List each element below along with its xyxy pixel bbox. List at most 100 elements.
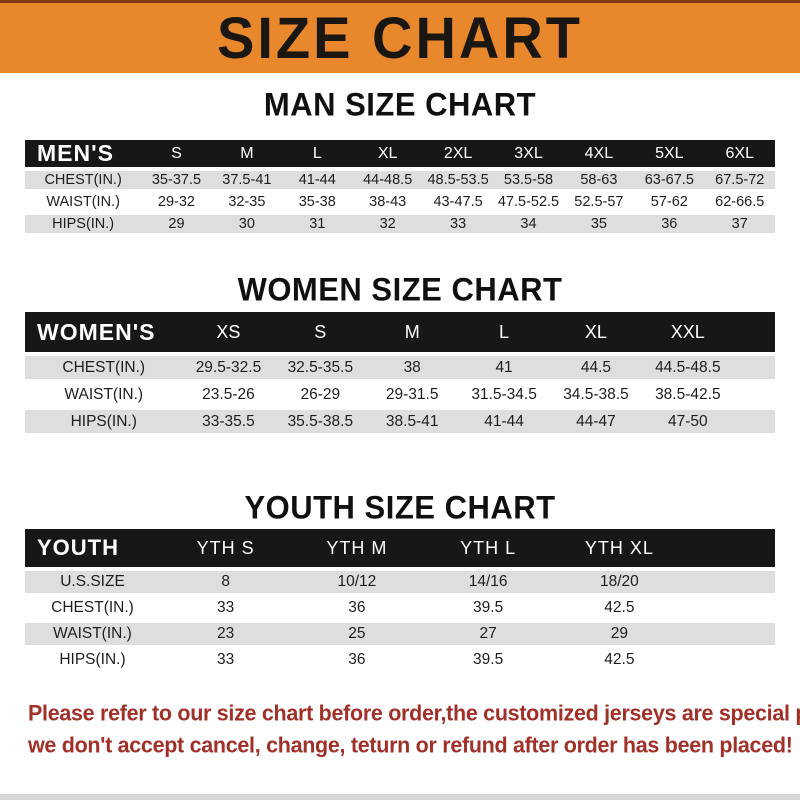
column-header: 6XL (704, 140, 775, 169)
size-value: 38.5-42.5 (655, 385, 721, 403)
size-value: 29-31.5 (385, 385, 439, 403)
table-row: CHEST(IN.) 33 36 39.5 42.5 (25, 595, 775, 621)
size-value: 29.5-32.5 (182, 354, 275, 381)
column-header: M (211, 140, 283, 169)
row-spacer (685, 647, 775, 673)
size-value: 10/12 (291, 569, 423, 595)
size-value: 58-63 (563, 169, 635, 191)
size-value: 31 (282, 213, 353, 235)
row-spacer (733, 408, 775, 435)
size-value: 41-44 (282, 169, 353, 191)
column-header: XL (352, 140, 423, 169)
row-spacer (734, 381, 775, 408)
column-header: XL (550, 312, 642, 354)
row-label: CHEST(IN.) (25, 354, 183, 381)
size-value: 27 (422, 621, 554, 647)
size-value: 41 (458, 354, 550, 381)
size-value: 29-32 (157, 194, 195, 210)
size-value: 33-35.5 (182, 408, 275, 435)
column-header: S (274, 312, 367, 354)
disclaimer-note: Please refer to our size chart before or… (0, 697, 800, 761)
men-section-heading: MAN SIZE CHART (263, 86, 537, 123)
size-value: 44.5 (550, 354, 642, 381)
size-value: 34 (493, 213, 564, 235)
row-label: CHEST(IN.) (51, 599, 134, 616)
size-value: 53.5-58 (493, 169, 564, 191)
size-value: 37 (704, 213, 775, 235)
banner-title: SIZE CHART (217, 4, 583, 71)
size-value: 62-66.5 (715, 194, 765, 210)
size-value: 23 (160, 621, 292, 647)
size-value: 38 (366, 354, 459, 381)
women-section-heading: WOMEN SIZE CHART (237, 271, 563, 308)
column-header: YTH M (291, 529, 423, 569)
youth-size-table: YOUTH YTH S YTH M YTH L YTH XL U.S.SIZE 8 10/12… (25, 529, 775, 675)
table-row: WAIST(IN.) 23 25 27 29 (25, 621, 775, 647)
size-value: 18/20 (553, 569, 685, 595)
row-label: HIPS(IN.) (25, 408, 183, 435)
size-value: 42.5 (604, 651, 635, 668)
size-value: 33 (217, 651, 235, 668)
table-row: HIPS(IN.) 33 36 39.5 42.5 (25, 647, 775, 673)
size-value: 30 (211, 213, 283, 235)
column-header: L (458, 312, 550, 354)
table-row: U.S.SIZE 8 10/12 14/16 18/20 (25, 569, 775, 595)
size-value: 29 (141, 213, 212, 235)
row-label: HIPS(IN.) (59, 651, 126, 668)
table-row: HIPS(IN.) 29 30 31 32 33 34 35 36 37 (25, 213, 775, 235)
header-spacer (685, 529, 775, 569)
table-header-row: MEN'S S M L XL 2XL 3XL 4XL 5XL 6XL (25, 140, 775, 169)
size-value: 39.5 (473, 599, 504, 616)
size-value: 39.5 (473, 651, 504, 668)
size-value: 63-67.5 (634, 169, 705, 191)
row-label: CHEST(IN.) (25, 169, 142, 191)
table-header-row: YOUTH YTH S YTH M YTH L YTH XL (25, 529, 775, 569)
size-value: 42.5 (604, 599, 635, 616)
size-value: 38-43 (369, 194, 407, 210)
size-value: 52.5-57 (574, 194, 624, 210)
size-value: 35-37.5 (141, 169, 212, 191)
row-label: WAIST(IN.) (46, 194, 120, 210)
size-value: 34.5-38.5 (563, 385, 629, 403)
size-value: 44.5-48.5 (641, 354, 734, 381)
size-value: 35 (563, 213, 635, 235)
row-label: WAIST(IN.) (64, 385, 144, 403)
column-header: 3XL (493, 140, 564, 169)
size-value: 48.5-53.5 (422, 169, 494, 191)
youth-section-heading: YOUTH SIZE CHART (244, 489, 556, 526)
column-header: L (282, 140, 353, 169)
size-value: 36 (348, 599, 366, 616)
column-header: YTH XL (553, 529, 685, 569)
size-value: 32.5-35.5 (274, 354, 367, 381)
table-group-label: MEN'S (25, 140, 142, 169)
column-header: 4XL (563, 140, 635, 169)
size-value: 36 (348, 651, 366, 668)
table-row: CHEST(IN.) 29.5-32.5 32.5-35.5 38 41 44.5 44.5… (25, 354, 775, 381)
size-value: 37.5-41 (211, 169, 283, 191)
size-value: 29 (553, 621, 685, 647)
column-header: YTH L (422, 529, 554, 569)
header-spacer (733, 312, 775, 354)
table-row: WAIST(IN.) 23.5-26 26-29 29-31.5 31.5-34.5 34… (25, 381, 775, 408)
row-spacer (733, 354, 775, 381)
row-spacer (685, 621, 775, 647)
size-value: 23.5-26 (202, 385, 255, 403)
size-value: 44-47 (550, 408, 642, 435)
size-chart-content: MAN SIZE CHART MEN'S S M L XL 2XL 3XL 4XL 5XL 6XL… (0, 86, 800, 675)
size-value: 25 (291, 621, 423, 647)
table-group-label: WOMEN'S (25, 312, 183, 354)
men-size-table: MEN'S S M L XL 2XL 3XL 4XL 5XL 6XL CHEST(IN.) 35-37… (25, 140, 775, 237)
size-value: 35-38 (298, 194, 336, 210)
size-value: 67.5-72 (704, 169, 775, 191)
size-value: 47.5-52.5 (497, 194, 560, 210)
table-group-label: YOUTH (25, 529, 160, 569)
size-value: 26-29 (300, 385, 341, 403)
section-women: WOMEN SIZE CHART WOMEN'S XS S M L XL XXL CHEST(… (0, 271, 800, 437)
section-men: MAN SIZE CHART MEN'S S M L XL 2XL 3XL 4XL 5XL 6XL… (0, 86, 800, 237)
size-value: 41-44 (458, 408, 550, 435)
size-value: 8 (160, 569, 292, 595)
column-header: XXL (641, 312, 734, 354)
bottom-edge-strip (0, 794, 800, 800)
size-value: 31.5-34.5 (471, 385, 537, 403)
disclaimer-line-2: we don't accept cancel, change, teturn o… (28, 733, 793, 758)
